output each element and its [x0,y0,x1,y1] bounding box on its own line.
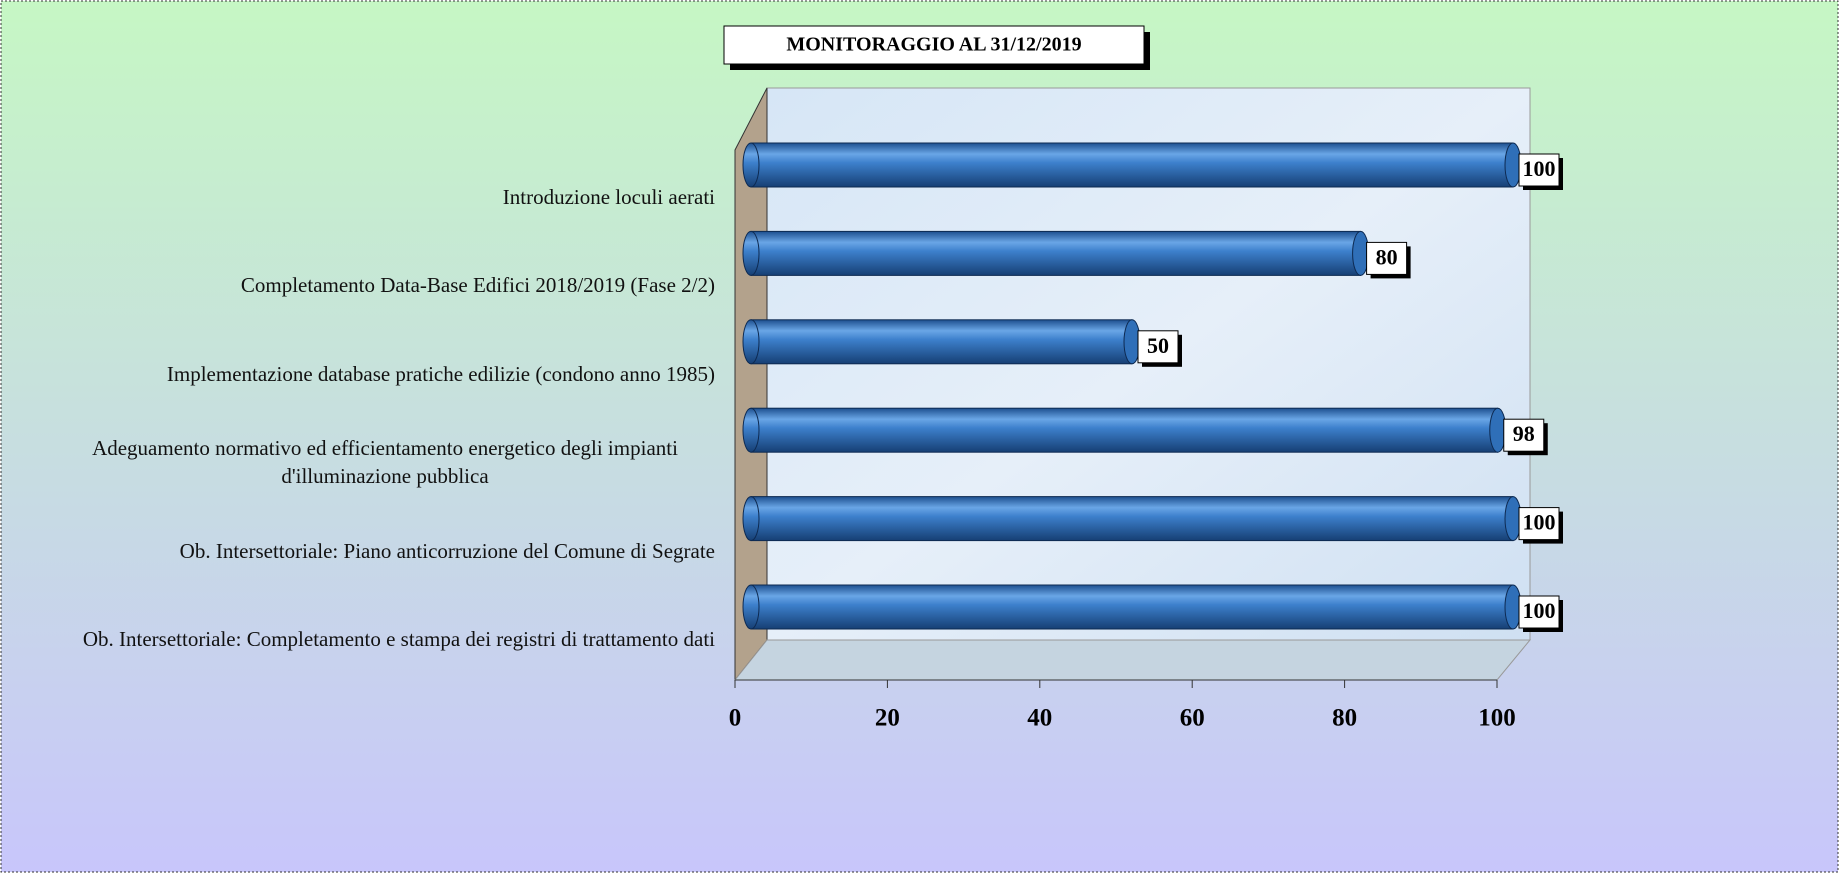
value-label-box [1503,418,1545,452]
bar-start-cap [742,584,760,630]
value-label: 50 [1147,333,1169,358]
value-label: 98 [1513,421,1535,446]
bar-start-cap [742,407,760,453]
category-label: Ob. Intersettoriale: Piano anticorruzion… [179,538,715,563]
chart-title: MONITORAGGIO AL 31/12/2019 [786,34,1081,56]
x-tick-label: 40 [1027,705,1052,732]
value-label: 100 [1523,156,1556,181]
x-tick-label: 20 [875,705,900,732]
bar-start-cap [742,142,760,188]
category-label: Implementazione database pratiche ediliz… [166,361,715,386]
title-box [723,25,1145,65]
bar [750,496,1514,542]
value-label-box [1518,153,1560,187]
bar [750,142,1514,188]
bar-start-cap [742,496,760,542]
category-label: Ob. Intersettoriale: Completamento e sta… [82,627,715,651]
floor [733,639,1532,681]
category-label: Introduzione loculi aerati [502,185,715,209]
bar [750,319,1133,365]
x-tick-label: 60 [1180,705,1205,732]
x-tick-label: 0 [729,705,742,732]
value-label-box [1366,241,1408,275]
bar-start-cap [742,319,760,365]
value-label: 80 [1376,244,1398,269]
x-tick-label: 80 [1332,705,1357,732]
bar [750,407,1499,453]
value-label: 100 [1523,510,1556,535]
value-label-box [1137,330,1179,364]
value-label: 100 [1523,598,1556,623]
value-label-box [1518,595,1560,629]
bar [750,230,1362,276]
x-tick-label: 100 [1478,705,1516,732]
category-label: Completamento Data-Base Edifici 2018/201… [240,273,715,298]
bar-start-cap [742,230,760,276]
category-label: Adeguamento normativo ed efficientamento… [92,436,678,489]
value-label-box [1518,507,1560,541]
bar [750,584,1514,630]
